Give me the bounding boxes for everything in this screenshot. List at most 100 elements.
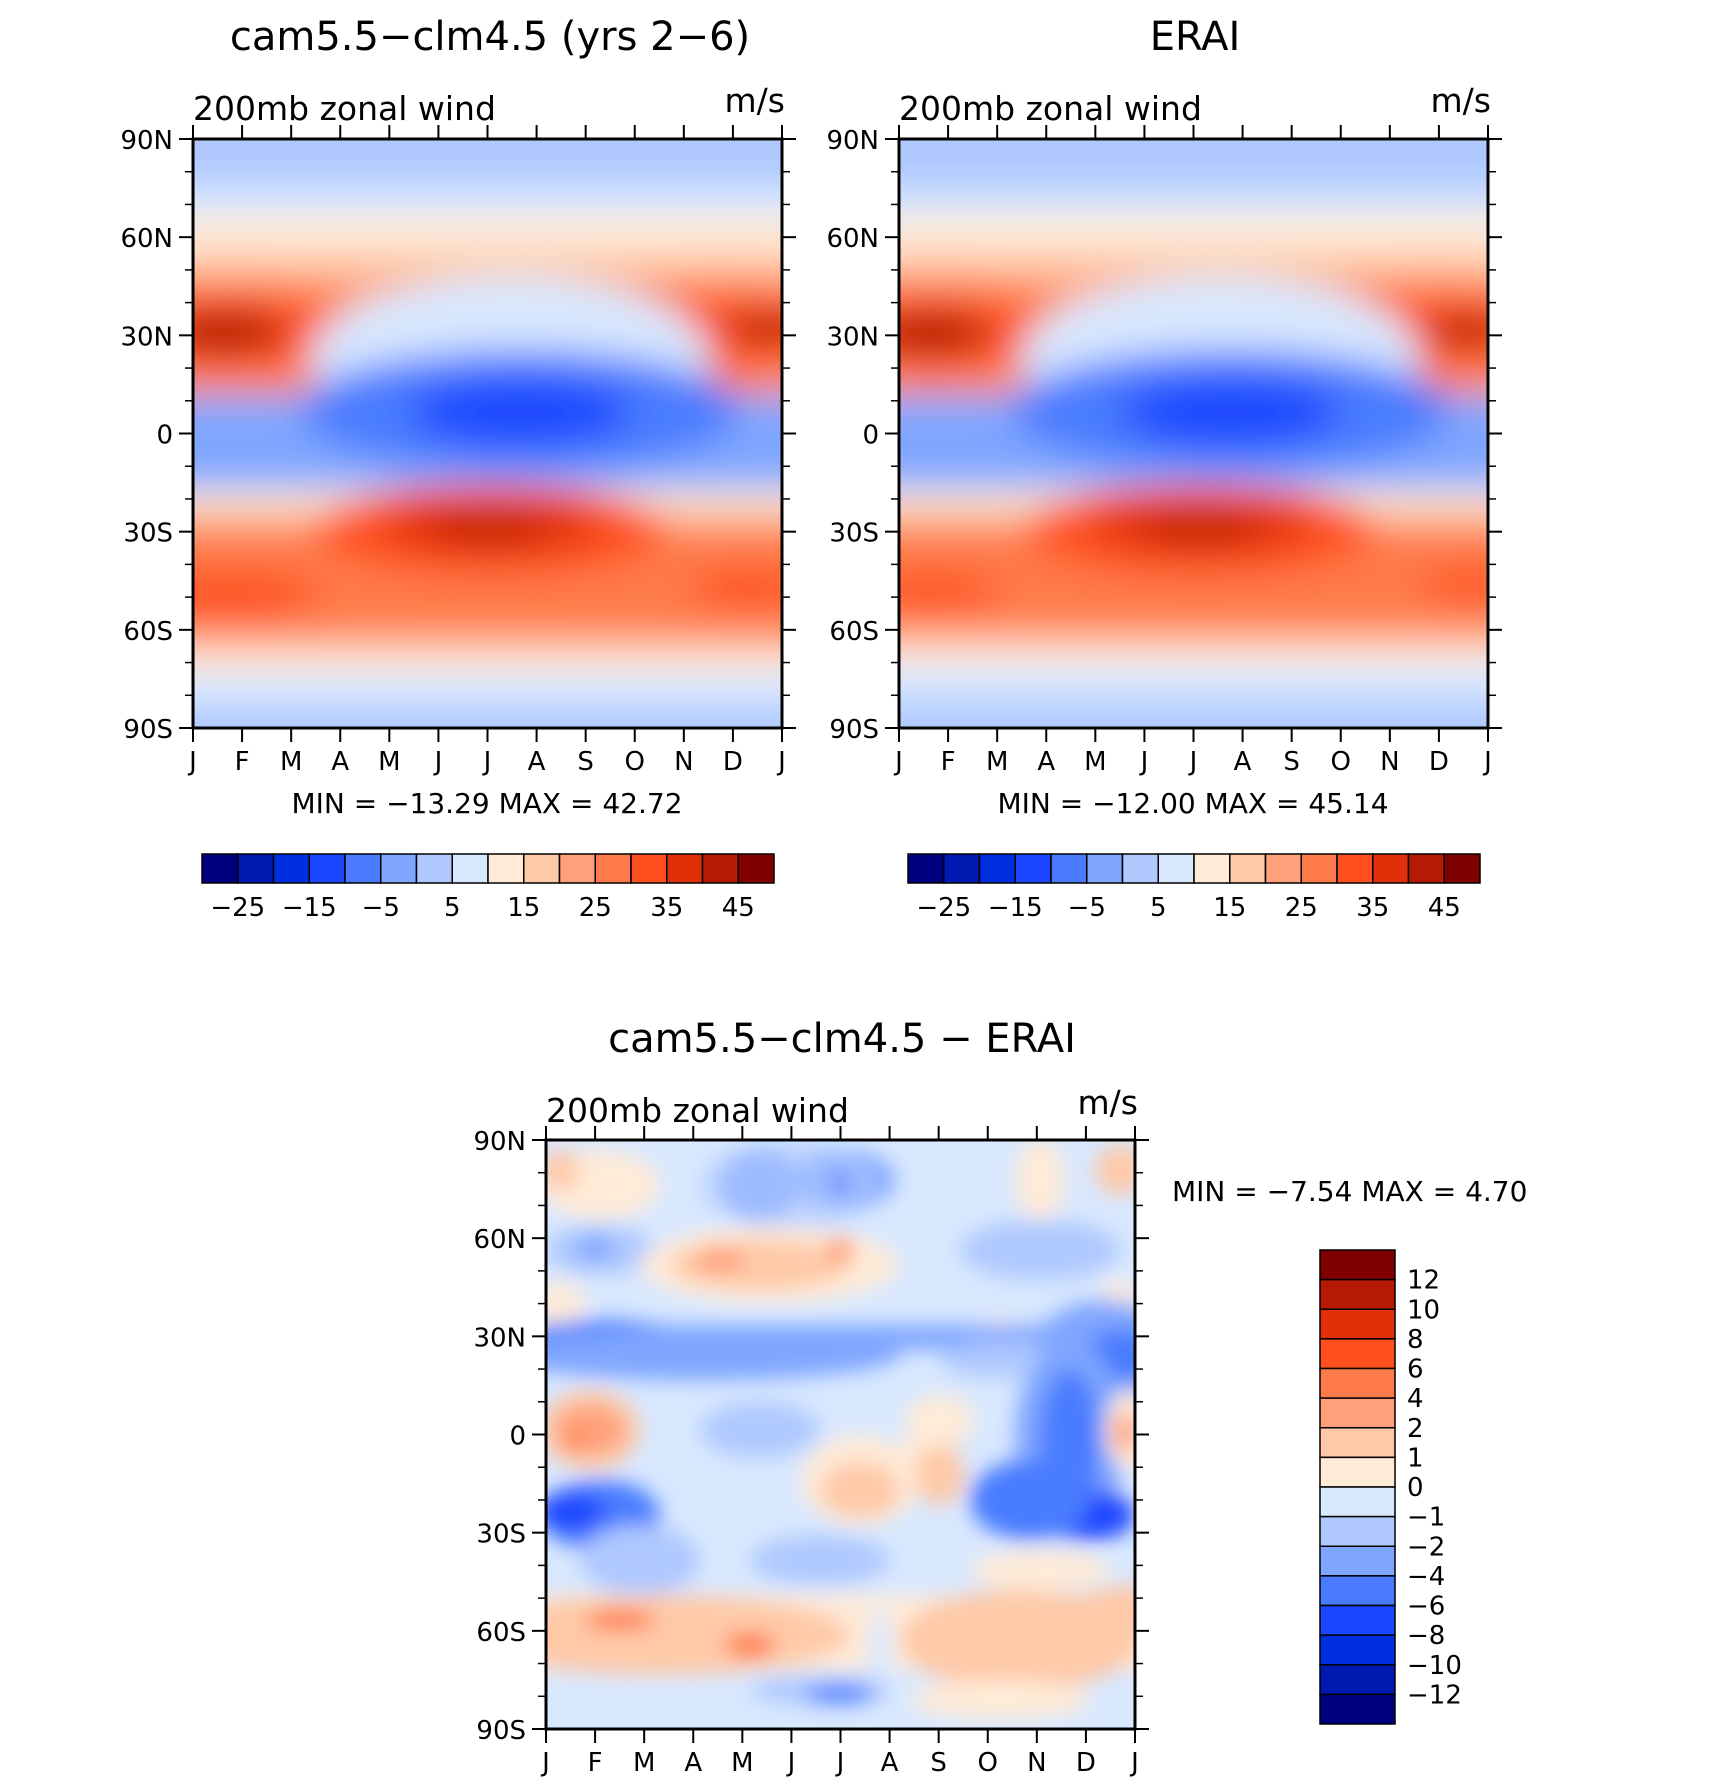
panel-erai-month-tick-label: M [986,747,1008,777]
panel-erai-colorbar-swatch [1157,853,1195,884]
panel-model-lat-tick-label: 90S [123,715,173,745]
panel-model-colorbar-swatch [237,853,275,884]
panel-diff-colorbar-tick-label: 8 [1407,1325,1424,1355]
panel-diff-colorbar-tick-label: −10 [1407,1651,1462,1681]
panel-model: cam5.5−clm4.5 (yrs 2−6) 200mb zonal wind… [120,14,796,923]
panel-erai-colorbar-swatch [1264,853,1302,884]
panel-model-lat-tick-label: 90N [120,126,173,156]
panel-diff-month-tick-label: M [731,1748,753,1778]
panel-model-colorbar: −25 −15 −5 5 15 25 35 45 [201,853,775,923]
panel-diff: cam5.5−clm4.5 − ERAI 200mb zonal wind m/… [473,1016,1527,1778]
panel-diff-colorbar-swatch [1319,1397,1396,1429]
panel-erai-colorbar-tick-label: 25 [1285,893,1318,923]
panel-diff-month-tick-label: A [881,1748,899,1778]
panel-model-month-tick-label: J [776,747,786,777]
panel-model-lat-tick-label: 60N [120,224,173,254]
panel-erai-month-tick-label: A [1037,747,1055,777]
panel-diff-title: cam5.5−clm4.5 − ERAI [608,1016,1076,1062]
panel-model-colorbar-swatch [630,853,668,884]
panel-model-colorbar-tick-label: 35 [650,893,683,923]
panel-diff-colorbar-swatch [1319,1693,1396,1725]
panel-model-month-tick-label: M [378,747,400,777]
panel-diff-month-tick-label: J [835,1748,845,1778]
panel-diff-colorbar-tick-label: 12 [1407,1266,1440,1296]
panel-diff-lat-tick-label: 90S [476,1716,526,1746]
panel-model-colorbar-swatch [737,853,775,884]
panel-erai-lat-tick-label: 60S [829,617,879,647]
panel-model-title: cam5.5−clm4.5 (yrs 2−6) [230,14,750,60]
panel-model-colorbar-swatch [523,853,561,884]
panel-model-lat-tick-label: 30N [120,322,173,352]
panel-erai-colorbar-swatch [1443,853,1481,884]
panel-diff-colorbar-tick-label: −12 [1407,1680,1462,1710]
panel-erai-month-tick-label: J [1188,747,1198,777]
panel-erai-month-tick-label: O [1331,747,1351,777]
panel-model-minmax: MIN = −13.29 MAX = 42.72 [291,787,682,820]
panel-erai-month-tick-label: J [1139,747,1149,777]
panel-diff-month-tick-label: F [588,1748,603,1778]
panel-diff-lat-tick-label: 30N [473,1323,526,1353]
panel-diff-month-tick-label: J [540,1748,550,1778]
panel-model-field [193,139,782,728]
panel-model-month-tick-label: J [433,747,443,777]
panel-model-colorbar-swatch [344,853,382,884]
panel-diff-lat-tick-label: 60N [473,1225,526,1255]
panel-erai-colorbar-swatch [1300,853,1338,884]
panel-diff-colorbar-swatch [1319,1515,1396,1547]
panel-diff-lat-tick-label: 0 [509,1422,526,1452]
panel-erai-colorbar-swatch [1372,853,1410,884]
panel-erai-subtitle: 200mb zonal wind [899,89,1202,128]
panel-erai-colorbar-swatch [943,853,981,884]
panel-erai-colorbar-swatch [1193,853,1231,884]
panel-erai-colorbar-swatch [1229,853,1267,884]
panel-model-lat-tick-label: 60S [123,617,173,647]
panel-model-colorbar-swatch [558,853,596,884]
panel-erai-month-tick-label: S [1283,747,1300,777]
panel-erai: ERAI 200mb zonal wind m/s [826,14,1502,923]
panel-diff-month-tick-label: S [930,1748,947,1778]
panel-diff-subtitle: 200mb zonal wind [546,1091,849,1130]
panel-model-colorbar-swatch [415,853,453,884]
panel-diff-colorbar-tick-label: −1 [1407,1503,1445,1533]
panel-erai-colorbar-tick-label: 15 [1213,893,1246,923]
panel-model-colorbar-swatch [451,853,489,884]
panel-erai-colorbar-tick-label: 5 [1150,893,1167,923]
panel-model-month-tick-label: O [625,747,645,777]
panel-model-month-tick-label: S [577,747,594,777]
panel-model-month-tick-label: D [723,747,743,777]
panel-model-month-tick-label: N [674,747,693,777]
panel-erai-month-tick-label: D [1429,747,1449,777]
panel-erai-colorbar-swatch [907,853,945,884]
panel-diff-month-tick-label: M [633,1748,655,1778]
panel-diff-month-tick-label: J [786,1748,796,1778]
panel-model-colorbar-swatch [380,853,418,884]
panel-erai-colorbar-swatch [1014,853,1052,884]
panel-diff-month-tick-label: O [978,1748,998,1778]
panel-erai-colorbar-swatch [1050,853,1088,884]
panel-diff-colorbar-tick-label: 10 [1407,1295,1440,1325]
panel-diff-units: m/s [1078,1083,1138,1122]
panel-erai-colorbar-swatch [1336,853,1374,884]
panel-erai-colorbar-swatch [1086,853,1124,884]
panel-erai-colorbar-tick-label: −25 [916,893,971,923]
panel-model-month-tick-label: M [280,747,302,777]
panel-erai-month-tick-label: M [1084,747,1106,777]
panel-erai-lat-tick-label: 60N [826,224,879,254]
panel-erai-month-tick-label: F [941,747,956,777]
panel-model-subtitle: 200mb zonal wind [193,89,496,128]
panel-model-colorbar-tick-label: 45 [722,893,755,923]
panel-erai-month-tick-label: A [1234,747,1252,777]
panel-diff-field [546,1140,1135,1729]
panel-model-colorbar-swatch [308,853,346,884]
panel-model-month-tick-label: J [482,747,492,777]
panel-erai-lat-tick-label: 90N [826,126,879,156]
panel-model-month-tick-label: A [528,747,546,777]
panel-diff-colorbar-swatch [1319,1664,1396,1696]
panel-diff-month-tick-label: J [1129,1748,1139,1778]
panel-diff-colorbar-swatch [1319,1427,1396,1459]
panel-model-colorbar-tick-label: −15 [282,893,337,923]
panel-model-colorbar-swatch [594,853,632,884]
